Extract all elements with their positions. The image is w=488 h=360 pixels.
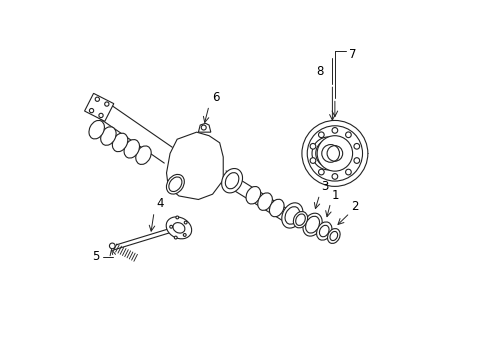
Circle shape	[301, 121, 367, 186]
Circle shape	[318, 132, 324, 138]
Text: 8: 8	[316, 66, 323, 78]
Ellipse shape	[295, 214, 305, 225]
Circle shape	[317, 136, 352, 171]
Ellipse shape	[319, 225, 328, 237]
Text: 2: 2	[351, 200, 358, 213]
Ellipse shape	[329, 231, 337, 240]
Ellipse shape	[225, 173, 238, 189]
Circle shape	[109, 243, 115, 249]
Ellipse shape	[281, 203, 302, 228]
Circle shape	[331, 127, 337, 133]
Circle shape	[99, 113, 103, 118]
Circle shape	[345, 132, 350, 138]
Circle shape	[184, 221, 187, 224]
Polygon shape	[198, 123, 210, 132]
Ellipse shape	[316, 222, 331, 240]
Ellipse shape	[285, 207, 299, 224]
Circle shape	[309, 144, 315, 149]
Ellipse shape	[327, 229, 340, 243]
Circle shape	[353, 144, 359, 149]
Circle shape	[201, 125, 206, 130]
Ellipse shape	[168, 177, 182, 192]
Circle shape	[331, 174, 337, 179]
Ellipse shape	[173, 222, 184, 233]
Circle shape	[183, 234, 186, 237]
Circle shape	[176, 216, 178, 219]
Circle shape	[89, 108, 94, 113]
Text: 5: 5	[92, 251, 99, 264]
Circle shape	[318, 169, 324, 175]
Ellipse shape	[245, 186, 260, 204]
Circle shape	[169, 225, 172, 228]
Ellipse shape	[166, 217, 191, 239]
Circle shape	[353, 158, 359, 163]
Circle shape	[95, 97, 99, 102]
Ellipse shape	[166, 174, 184, 194]
Ellipse shape	[124, 140, 139, 158]
Ellipse shape	[269, 199, 284, 217]
Ellipse shape	[303, 213, 322, 236]
Text: 6: 6	[212, 91, 220, 104]
Ellipse shape	[305, 216, 319, 233]
Polygon shape	[84, 93, 114, 121]
Circle shape	[104, 102, 109, 106]
Text: 1: 1	[331, 189, 339, 202]
Ellipse shape	[221, 168, 242, 193]
Circle shape	[345, 169, 350, 175]
Ellipse shape	[101, 127, 116, 145]
Circle shape	[309, 158, 315, 163]
Ellipse shape	[293, 212, 307, 228]
Text: 4: 4	[156, 197, 164, 210]
Ellipse shape	[257, 193, 272, 210]
Polygon shape	[166, 132, 223, 199]
Ellipse shape	[89, 120, 104, 139]
Ellipse shape	[136, 146, 151, 165]
Text: 3: 3	[321, 180, 328, 193]
Ellipse shape	[112, 133, 127, 152]
Circle shape	[174, 236, 177, 239]
Text: 7: 7	[348, 48, 356, 61]
